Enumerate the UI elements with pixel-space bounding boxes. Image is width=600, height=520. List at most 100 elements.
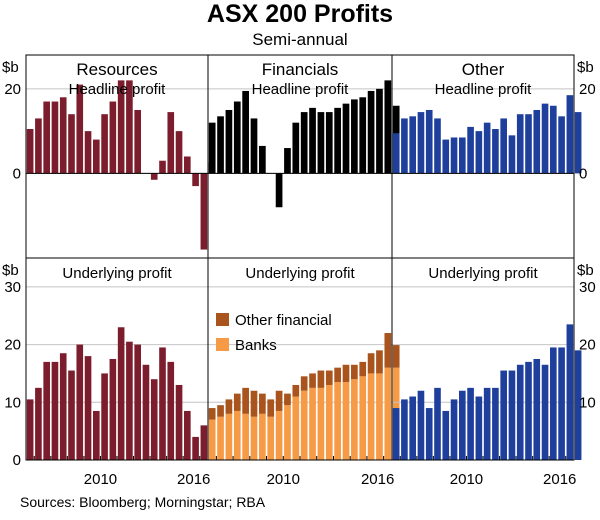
banks-bar: [275, 410, 283, 460]
data-bar: [417, 112, 425, 174]
data-bar: [43, 361, 50, 460]
banks-bar: [292, 396, 300, 460]
data-bar: [359, 97, 367, 174]
data-bar: [51, 361, 59, 460]
data-bar: [533, 109, 541, 174]
data-bar: [68, 114, 75, 174]
other-financial-bar: [300, 376, 308, 391]
data-bar: [51, 101, 59, 174]
data-bar: [192, 436, 199, 460]
banks-bar: [217, 416, 224, 460]
data-bar: [284, 148, 291, 174]
data-bar: [550, 347, 557, 460]
x-tick-label: 2010: [267, 471, 300, 488]
data-bar: [26, 129, 34, 174]
data-bar: [109, 101, 117, 174]
data-bar: [525, 361, 532, 460]
data-bar: [68, 370, 75, 460]
data-bar: [467, 387, 474, 460]
data-bar: [184, 410, 191, 460]
data-bar: [483, 387, 491, 460]
data-bar: [442, 410, 450, 460]
data-bar: [541, 103, 549, 174]
data-bar: [242, 90, 249, 174]
data-bar: [325, 112, 333, 174]
other-financial-bar: [309, 373, 316, 388]
other-financial-bar: [392, 344, 400, 368]
data-bar: [351, 99, 358, 174]
data-bar: [134, 344, 141, 460]
banks-bar: [225, 413, 233, 460]
legend-label: Banks: [235, 337, 277, 354]
data-bar: [309, 107, 316, 174]
banks-bar: [359, 376, 367, 460]
data-bar: [101, 114, 108, 174]
data-bar: [450, 399, 458, 460]
data-bar: [134, 109, 141, 174]
data-bar: [150, 379, 158, 460]
data-bar: [401, 118, 408, 174]
data-bar: [459, 137, 466, 174]
data-bar: [93, 139, 100, 174]
data-bar: [334, 107, 341, 174]
data-bar: [574, 350, 582, 460]
data-bar: [208, 122, 216, 174]
y-unit-label-right: $b: [577, 59, 594, 76]
panel-subtitle: Underlying profit: [245, 265, 355, 282]
data-bar: [492, 387, 499, 460]
data-bar: [292, 122, 300, 174]
banks-bar: [317, 387, 325, 460]
other-financial-bar: [376, 350, 383, 374]
chart-subtitle: Semi-annual: [252, 30, 348, 49]
data-bar: [434, 118, 441, 174]
data-bar: [250, 118, 258, 174]
data-bar: [541, 364, 549, 460]
data-bar: [558, 116, 565, 174]
data-bar: [401, 399, 408, 460]
data-bar: [425, 109, 433, 174]
data-bar: [126, 341, 133, 460]
data-bar: [259, 145, 266, 174]
banks-bar: [242, 413, 249, 460]
data-bar: [35, 387, 42, 460]
y-tick-label: 20: [4, 337, 21, 354]
data-bar: [76, 84, 84, 174]
data-bar: [508, 370, 516, 460]
data-bar: [342, 103, 350, 174]
data-bar: [409, 396, 416, 460]
data-bar: [450, 137, 458, 174]
data-bar: [574, 112, 582, 174]
y-tick-label: 0: [13, 165, 21, 182]
data-bar: [200, 425, 208, 460]
y-unit-label: $b: [2, 262, 19, 279]
data-bar: [566, 324, 574, 460]
data-bar: [300, 112, 308, 174]
banks-bar: [233, 410, 241, 460]
data-bar: [516, 114, 524, 174]
data-bar: [126, 80, 133, 174]
x-tick-label: 2010: [84, 471, 117, 488]
data-bar: [475, 131, 483, 174]
y-tick-label-right: 0: [579, 165, 587, 182]
other-financial-bar: [275, 390, 283, 411]
data-bar: [159, 160, 166, 174]
banks-bar: [284, 405, 291, 460]
y-tick-label-right: 10: [579, 394, 596, 411]
data-bar: [150, 173, 158, 180]
data-bar: [233, 101, 241, 174]
chart-title: ASX 200 Profits: [206, 0, 394, 28]
data-bar: [167, 112, 175, 174]
banks-bar: [384, 367, 392, 460]
banks-bar: [342, 382, 350, 460]
data-bar: [159, 347, 166, 460]
banks-bar: [351, 379, 358, 460]
data-bar: [417, 390, 425, 460]
data-bar: [434, 387, 441, 460]
other-financial-bar: [351, 364, 358, 380]
data-bar: [525, 114, 532, 174]
data-bar: [409, 116, 416, 174]
legend-label: Other financial: [235, 312, 332, 329]
data-bar: [109, 359, 117, 460]
x-tick-label: 2016: [543, 471, 576, 488]
